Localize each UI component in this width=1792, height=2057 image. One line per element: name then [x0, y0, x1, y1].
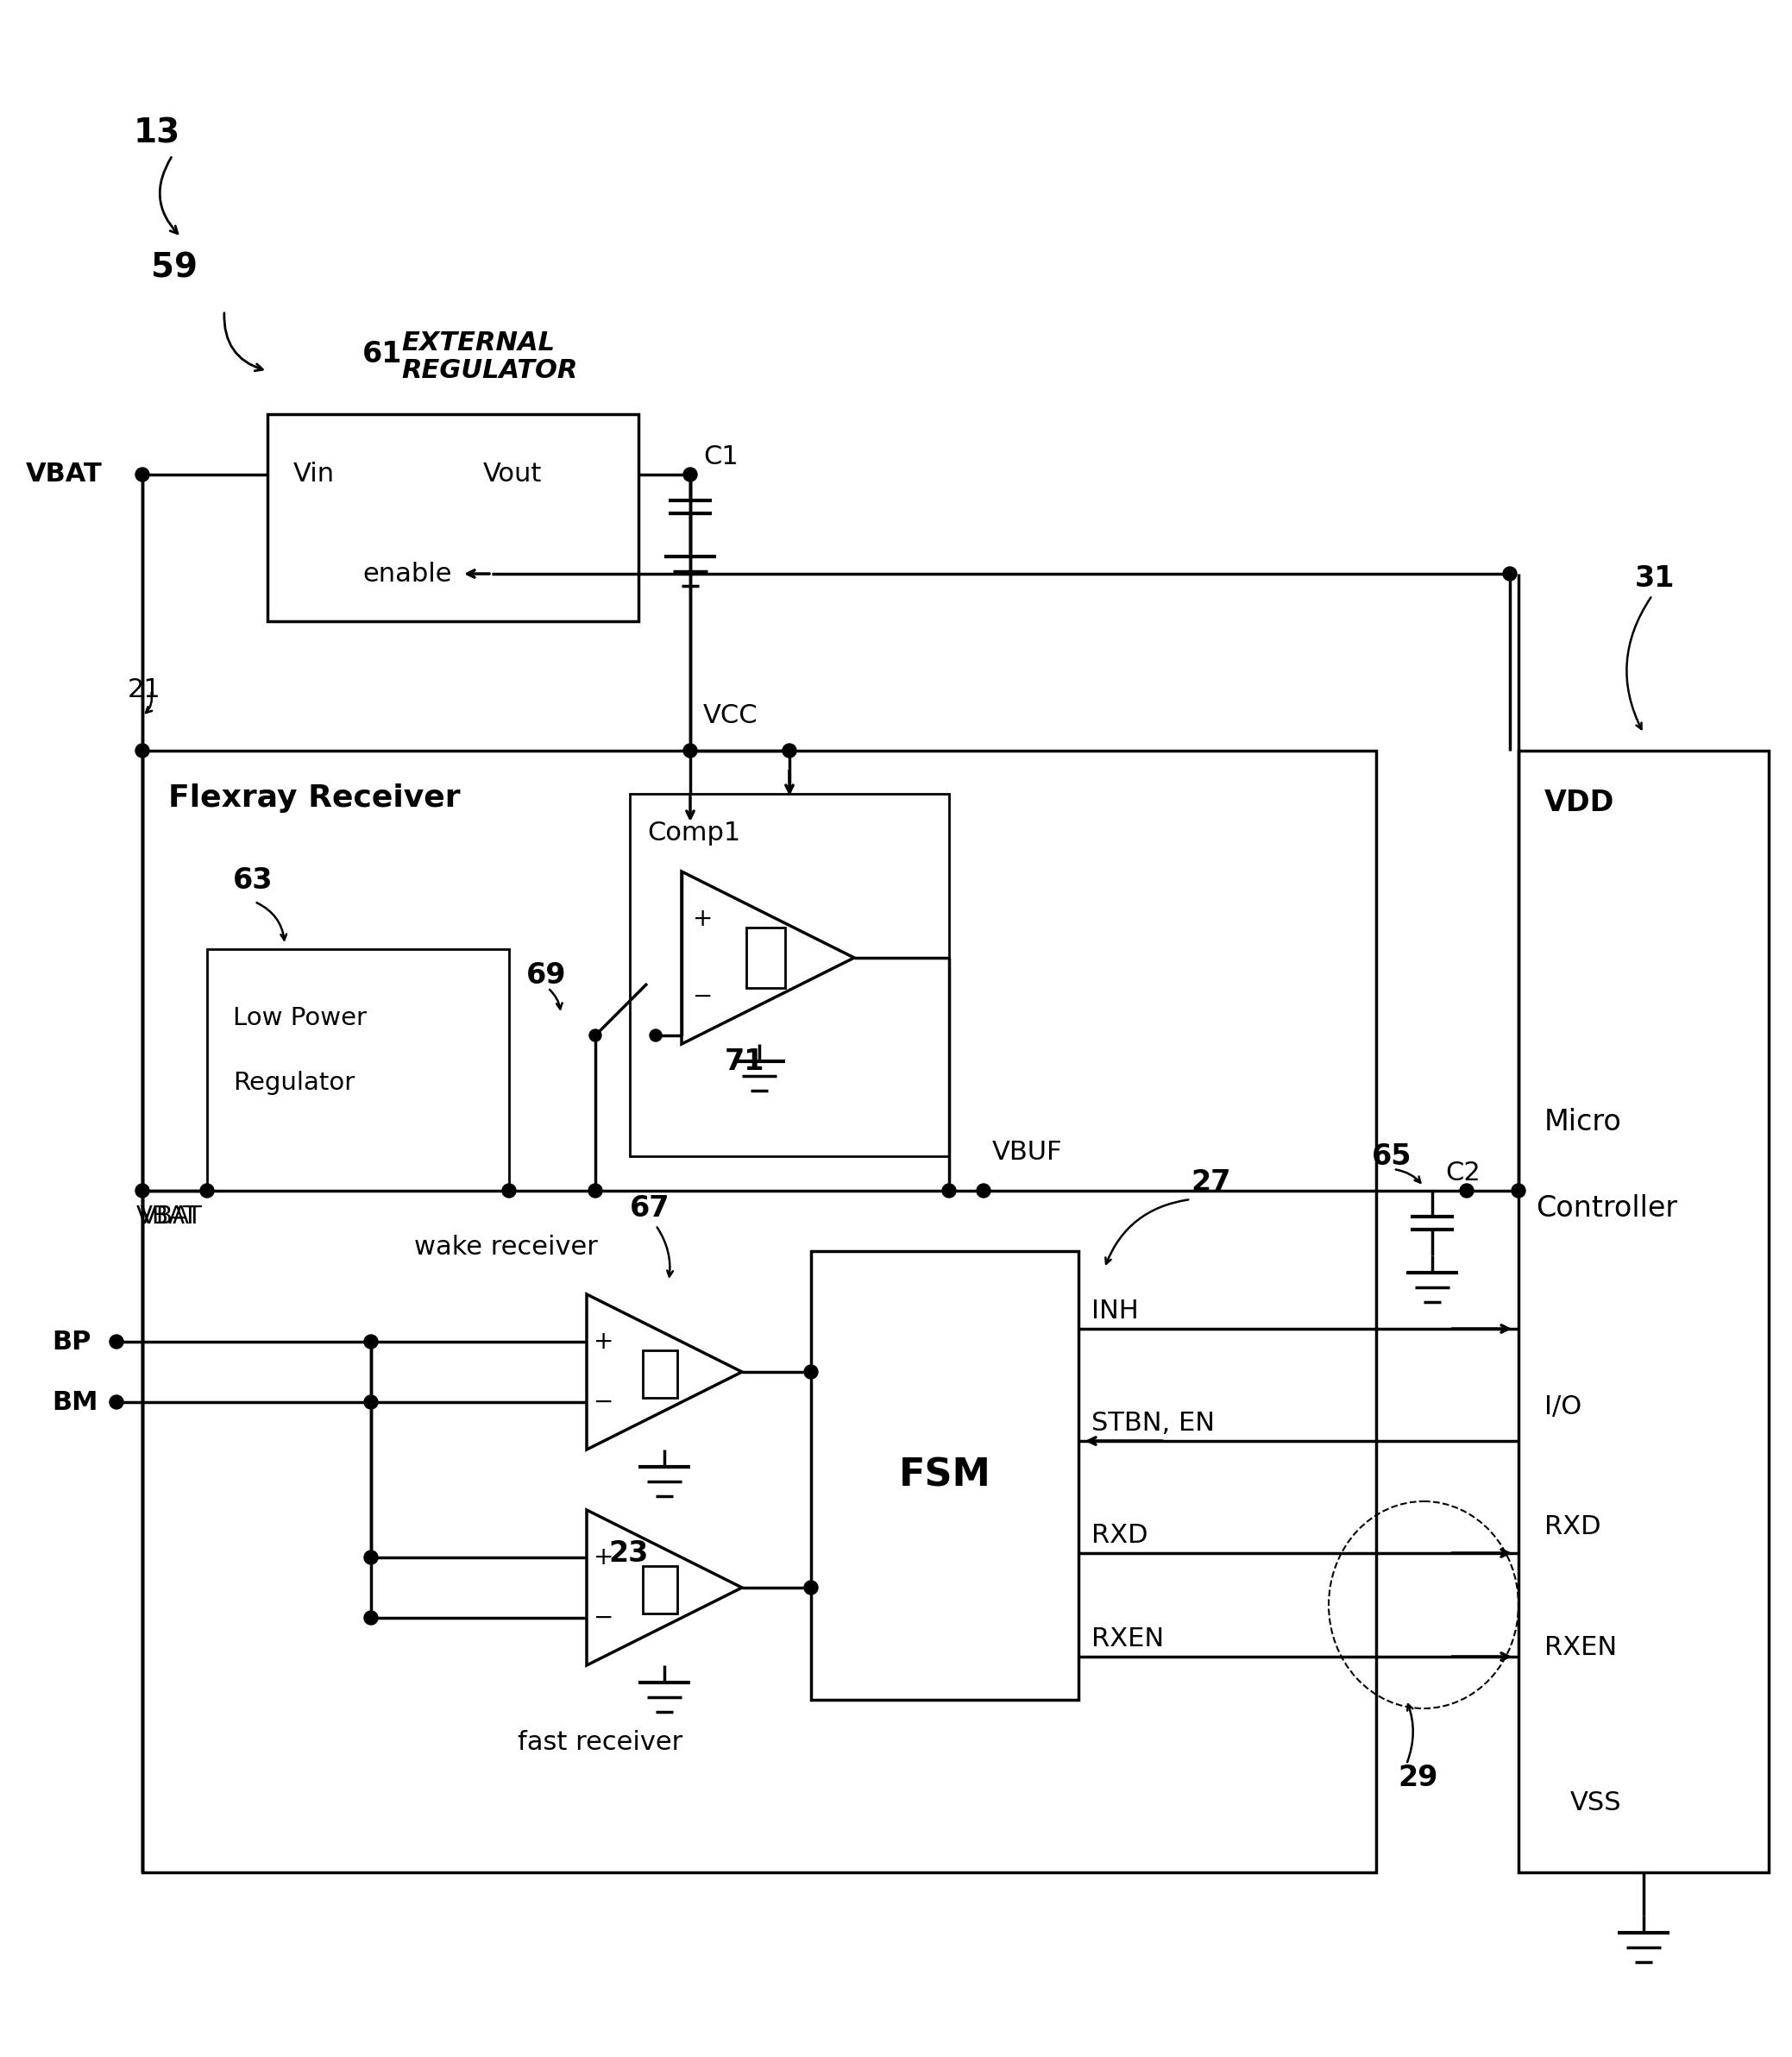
Text: 61: 61 [362, 339, 403, 368]
Circle shape [805, 1580, 817, 1594]
Circle shape [136, 745, 149, 757]
Text: C2: C2 [1444, 1160, 1480, 1187]
Bar [1518, 751, 1769, 1872]
Bar [643, 1565, 677, 1613]
Text: +: + [694, 907, 713, 932]
Circle shape [364, 1551, 378, 1563]
Bar [142, 751, 1376, 1872]
Bar [267, 413, 638, 621]
Text: 65: 65 [1373, 1142, 1412, 1170]
Text: BP: BP [52, 1329, 91, 1354]
Text: RXEN: RXEN [1091, 1627, 1165, 1652]
Text: 31: 31 [1634, 564, 1676, 592]
Bar [643, 1349, 677, 1399]
Circle shape [201, 1185, 213, 1197]
Circle shape [364, 1335, 378, 1349]
Circle shape [650, 1028, 661, 1041]
Text: −: − [593, 1607, 615, 1629]
Text: VBAT: VBAT [136, 1205, 199, 1228]
Text: +: + [593, 1545, 615, 1569]
Text: VCC: VCC [702, 703, 758, 728]
Text: 21: 21 [127, 677, 161, 703]
Circle shape [1503, 568, 1516, 580]
Circle shape [136, 1185, 149, 1197]
Circle shape [805, 1366, 817, 1378]
Text: fast receiver: fast receiver [518, 1730, 683, 1755]
Text: 23: 23 [607, 1539, 649, 1567]
Text: 59: 59 [151, 251, 197, 284]
Text: RXD: RXD [1091, 1524, 1149, 1549]
Circle shape [683, 467, 697, 481]
Text: Comp1: Comp1 [647, 821, 740, 845]
Text: 63: 63 [233, 866, 272, 895]
Bar [745, 928, 785, 987]
Circle shape [109, 1335, 124, 1349]
Bar [629, 794, 950, 1156]
Text: Controller: Controller [1536, 1193, 1677, 1222]
Text: REGULATOR: REGULATOR [401, 358, 577, 383]
Text: VDD: VDD [1545, 788, 1615, 817]
Circle shape [588, 1185, 602, 1197]
Text: VSS: VSS [1570, 1792, 1622, 1816]
Text: 67: 67 [629, 1193, 670, 1222]
Circle shape [683, 745, 697, 757]
Text: C1: C1 [702, 444, 738, 469]
Text: FSM: FSM [898, 1456, 991, 1493]
Text: 27: 27 [1190, 1168, 1231, 1197]
Text: INH: INH [1091, 1300, 1138, 1325]
Text: −: − [593, 1391, 615, 1415]
Text: 71: 71 [724, 1047, 765, 1076]
Circle shape [364, 1395, 378, 1409]
Text: 69: 69 [527, 961, 566, 989]
Text: Low Power: Low Power [233, 1006, 367, 1031]
Circle shape [364, 1611, 378, 1625]
Text: −: − [694, 985, 713, 1008]
Circle shape [109, 1395, 124, 1409]
Text: wake receiver: wake receiver [414, 1234, 599, 1259]
Text: RXEN: RXEN [1545, 1635, 1616, 1660]
Text: Micro: Micro [1545, 1107, 1622, 1135]
Text: +: + [593, 1329, 615, 1354]
Bar [208, 948, 509, 1191]
Text: enable: enable [362, 562, 452, 586]
Circle shape [590, 1028, 602, 1041]
Text: Regulator: Regulator [233, 1072, 355, 1094]
Circle shape [1460, 1185, 1473, 1197]
Circle shape [136, 467, 149, 481]
Text: BM: BM [52, 1391, 99, 1415]
Circle shape [943, 1185, 955, 1197]
Text: Vin: Vin [294, 463, 335, 488]
Text: Flexray Receiver: Flexray Receiver [168, 784, 461, 813]
Text: STBN, EN: STBN, EN [1091, 1411, 1215, 1436]
Text: 29: 29 [1398, 1763, 1437, 1792]
Text: VBUF: VBUF [993, 1140, 1063, 1164]
Circle shape [977, 1185, 991, 1197]
Text: EXTERNAL: EXTERNAL [401, 331, 556, 356]
Circle shape [502, 1185, 516, 1197]
Text: VBAT: VBAT [142, 1205, 202, 1228]
Bar [812, 1251, 1079, 1699]
Text: VBAT: VBAT [25, 463, 102, 488]
Text: Vout: Vout [484, 463, 543, 488]
Text: RXD: RXD [1545, 1514, 1600, 1541]
Circle shape [783, 745, 796, 757]
Circle shape [1512, 1185, 1525, 1197]
Text: 13: 13 [134, 117, 181, 150]
Text: I/O: I/O [1545, 1395, 1582, 1419]
